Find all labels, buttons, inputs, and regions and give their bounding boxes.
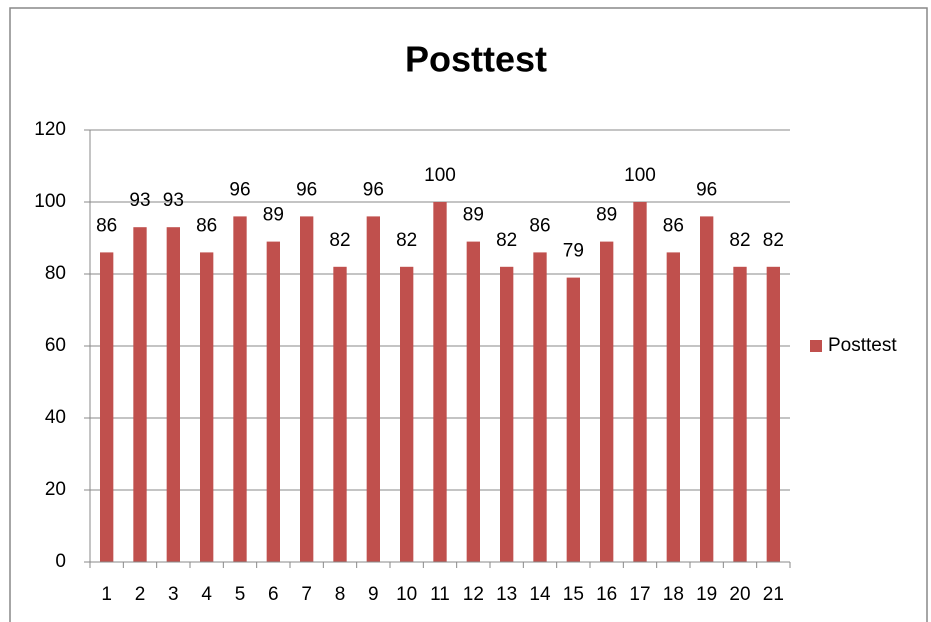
bar bbox=[666, 252, 680, 562]
x-tick-label: 1 bbox=[101, 584, 112, 605]
x-tick-label: 15 bbox=[563, 584, 584, 605]
data-label: 86 bbox=[196, 215, 217, 236]
x-tick-label: 17 bbox=[629, 584, 650, 605]
bar bbox=[733, 266, 747, 562]
data-label: 96 bbox=[296, 179, 317, 200]
x-tick-label: 10 bbox=[396, 584, 417, 605]
bar bbox=[600, 241, 614, 562]
data-label: 82 bbox=[329, 230, 350, 251]
data-label: 100 bbox=[624, 165, 656, 186]
x-tick-label: 18 bbox=[663, 584, 684, 605]
y-tick-label: 100 bbox=[34, 191, 66, 212]
y-tick-label: 20 bbox=[45, 479, 66, 500]
bar bbox=[566, 277, 580, 562]
x-tick-label: 19 bbox=[696, 584, 717, 605]
x-tick-label: 20 bbox=[729, 584, 750, 605]
data-label: 79 bbox=[563, 241, 584, 262]
bar bbox=[700, 216, 714, 562]
data-label: 82 bbox=[496, 230, 517, 251]
legend-label: Posttest bbox=[828, 335, 897, 356]
bar bbox=[200, 252, 214, 562]
x-tick-label: 7 bbox=[301, 584, 312, 605]
y-tick-label: 80 bbox=[45, 263, 66, 284]
bar bbox=[133, 227, 147, 562]
bar bbox=[366, 216, 380, 562]
y-tick-label: 120 bbox=[34, 119, 66, 140]
data-label: 96 bbox=[229, 179, 250, 200]
bar bbox=[433, 202, 447, 562]
x-tick-label: 13 bbox=[496, 584, 517, 605]
data-label: 100 bbox=[424, 165, 456, 186]
bar bbox=[166, 227, 180, 562]
bar bbox=[766, 266, 780, 562]
bar bbox=[466, 241, 480, 562]
data-label: 89 bbox=[463, 205, 484, 226]
x-tick-label: 14 bbox=[529, 584, 551, 605]
data-label: 93 bbox=[129, 190, 150, 211]
y-tick-label: 60 bbox=[45, 335, 66, 356]
data-label: 96 bbox=[363, 179, 384, 200]
bar bbox=[633, 202, 647, 562]
bar bbox=[500, 266, 514, 562]
y-tick-label: 40 bbox=[45, 407, 66, 428]
x-tick-label: 5 bbox=[235, 584, 246, 605]
data-label: 89 bbox=[263, 205, 284, 226]
bar bbox=[300, 216, 314, 562]
data-label: 86 bbox=[96, 215, 117, 236]
x-tick-label: 16 bbox=[596, 584, 617, 605]
data-label: 86 bbox=[529, 215, 550, 236]
data-label: 89 bbox=[596, 205, 617, 226]
x-tick-label: 12 bbox=[463, 584, 484, 605]
bar bbox=[266, 241, 280, 562]
bar bbox=[533, 252, 547, 562]
bar bbox=[333, 266, 347, 562]
x-tick-label: 21 bbox=[763, 584, 784, 605]
data-label: 96 bbox=[696, 179, 717, 200]
x-tick-label: 6 bbox=[268, 584, 279, 605]
data-label: 93 bbox=[163, 190, 184, 211]
bar bbox=[233, 216, 247, 562]
data-label: 82 bbox=[729, 230, 750, 251]
x-tick-label: 2 bbox=[135, 584, 146, 605]
chart-title: Posttest bbox=[405, 39, 547, 80]
x-tick-label: 4 bbox=[201, 584, 212, 605]
x-tick-label: 3 bbox=[168, 584, 179, 605]
y-tick-label: 0 bbox=[55, 551, 66, 572]
bar bbox=[100, 252, 114, 562]
legend-swatch bbox=[810, 340, 822, 352]
x-tick-label: 8 bbox=[335, 584, 346, 605]
bar bbox=[400, 266, 414, 562]
x-tick-label: 11 bbox=[430, 584, 450, 605]
data-label: 82 bbox=[396, 230, 417, 251]
data-label: 82 bbox=[763, 230, 784, 251]
x-tick-label: 9 bbox=[368, 584, 379, 605]
data-label: 86 bbox=[663, 215, 684, 236]
